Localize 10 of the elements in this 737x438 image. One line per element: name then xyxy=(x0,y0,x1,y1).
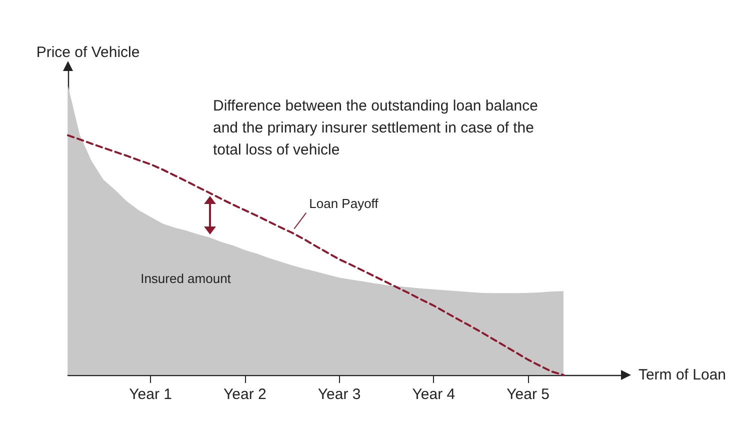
series-label: Insured amount xyxy=(140,270,232,286)
annotation: Difference between the outstanding loan balance and the primary insurer settlement in case of the total loss of vehicle xyxy=(213,98,542,158)
x-tick-label: Year 2 xyxy=(224,386,266,403)
x-tick-label: Year 1 xyxy=(129,386,172,403)
x-axis-title: Term of Loan xyxy=(638,366,726,384)
x-tick-label: Year 3 xyxy=(318,386,361,403)
x-tick-label: Year 4 xyxy=(412,386,456,403)
y-axis-title: Price of Vehicle xyxy=(36,44,140,61)
x-tick-label: Year 5 xyxy=(506,386,550,403)
text: Loan Payoff xyxy=(309,196,379,211)
